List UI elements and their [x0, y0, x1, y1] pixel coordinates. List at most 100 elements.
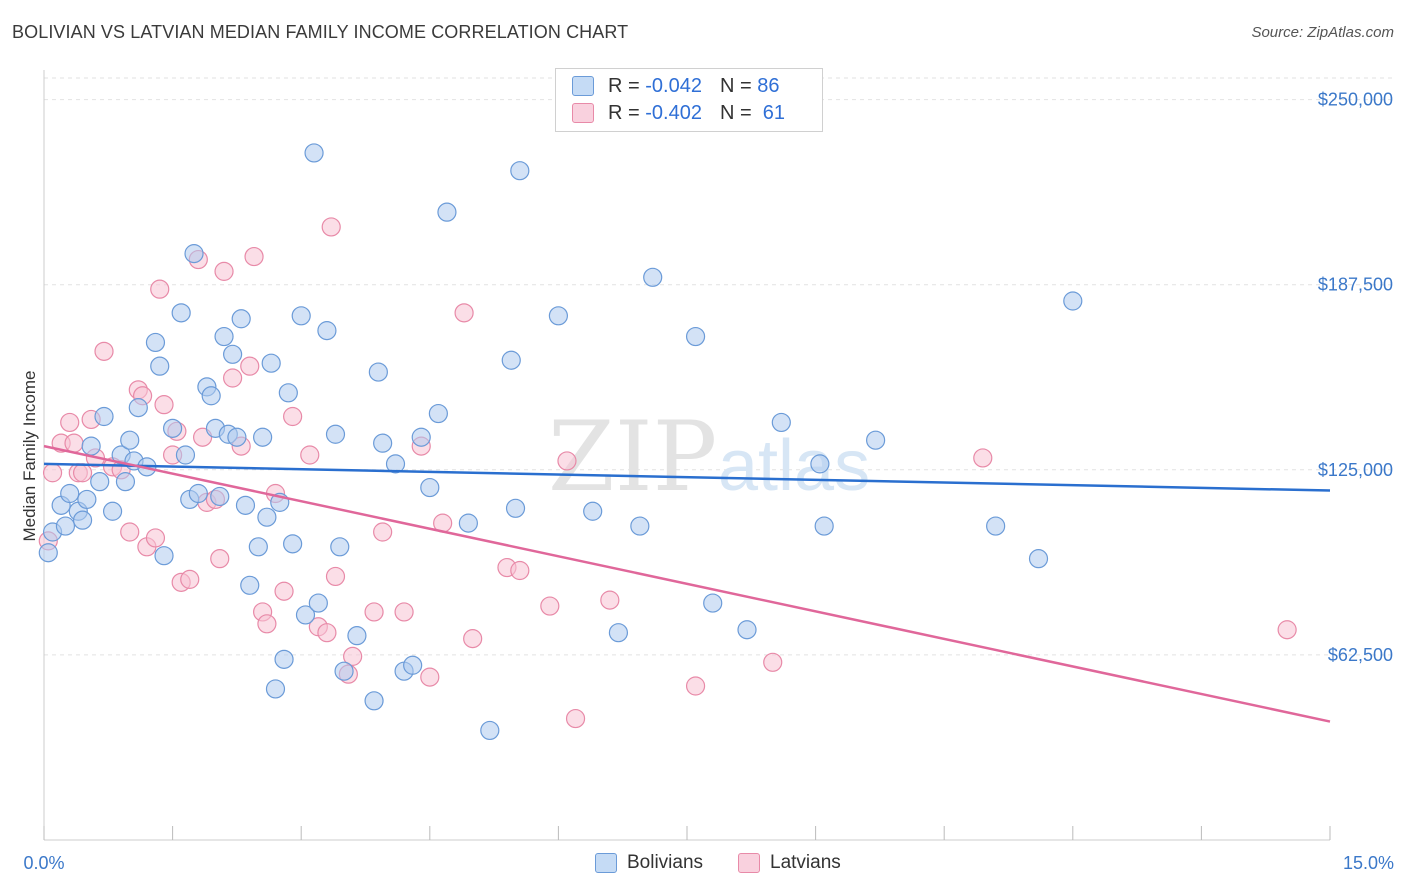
bolivian-point	[501, 350, 521, 370]
legend-row-bolivians: R = -0.042 N = 86	[572, 73, 779, 99]
latvian-point	[510, 560, 530, 581]
latvians-points	[38, 217, 1297, 729]
bolivian-point	[810, 454, 830, 474]
latvian-point	[454, 303, 474, 323]
bolivian-point	[102, 501, 123, 521]
latvian-point	[274, 581, 294, 601]
latvian-point	[72, 463, 93, 483]
bolivian-point	[223, 344, 243, 364]
bolivian-point	[1063, 291, 1083, 311]
latvian-point	[60, 412, 80, 433]
bolivian-point	[188, 483, 208, 504]
latvian-point	[283, 406, 303, 427]
bolivian-point	[265, 679, 286, 699]
bolivian-point	[283, 534, 303, 554]
latvians-trend-line	[43, 444, 1331, 723]
bolivian-point	[261, 353, 281, 373]
x-tick-label-min: 0.0%	[23, 853, 64, 873]
bolivian-point	[458, 513, 478, 533]
r-value: -0.402	[645, 101, 702, 124]
bolivian-point	[253, 427, 273, 447]
bolivian-point	[308, 593, 328, 613]
latvians-legend-label: Latvians	[770, 852, 841, 873]
n-value: 61	[762, 101, 786, 124]
y-tick-label: $125,000	[1318, 460, 1393, 480]
r-label: R =	[608, 74, 640, 97]
bolivian-point	[81, 436, 101, 456]
latvian-point	[973, 448, 993, 468]
bolivian-point	[317, 321, 337, 341]
latvian-point	[685, 676, 706, 696]
bolivian-point	[814, 516, 834, 536]
bolivian-point	[72, 510, 93, 530]
bolivian-point	[154, 546, 174, 566]
bolivian-point	[364, 691, 384, 711]
bolivians-legend-label: Bolivians	[627, 852, 704, 873]
bolivian-point	[630, 516, 650, 536]
bolivian-point	[437, 202, 457, 222]
bolivians-points	[38, 143, 1083, 741]
bolivian-point	[171, 303, 191, 323]
bolivian-point	[480, 720, 500, 741]
bolivian-point	[184, 244, 204, 264]
latvian-point	[154, 395, 174, 415]
bolivian-point	[145, 332, 166, 353]
bolivian-point	[583, 501, 603, 521]
bolivian-point	[737, 620, 757, 640]
n-label: N =	[719, 101, 752, 124]
bolivian-point	[240, 575, 260, 595]
bolivian-point	[368, 362, 388, 382]
bolivian-point	[703, 593, 723, 613]
latvian-point	[223, 368, 243, 388]
latvian-point	[557, 451, 577, 471]
r-label: R =	[608, 101, 640, 124]
bolivian-point	[986, 516, 1006, 536]
latvian-point	[565, 708, 586, 729]
bottom-legend-latvians: Latvians	[738, 852, 841, 874]
bolivian-point	[175, 445, 196, 465]
bolivian-point	[325, 424, 346, 444]
bolivian-point	[420, 477, 440, 498]
trend-lines	[43, 444, 1331, 723]
latvian-point	[325, 566, 346, 587]
bolivian-point	[120, 430, 140, 450]
latvian-point	[321, 217, 341, 237]
n-value: 86	[757, 74, 780, 97]
bolivian-point	[248, 537, 268, 557]
latvian-point	[257, 614, 277, 634]
bolivian-point	[227, 427, 247, 447]
bolivian-point	[304, 143, 324, 163]
bolivian-point	[334, 661, 354, 681]
bolivian-point	[771, 412, 791, 433]
latvian-point	[300, 445, 320, 465]
latvian-point	[420, 667, 440, 687]
latvian-point	[540, 596, 560, 616]
legend-row-latvians: R = -0.402 N = 61	[572, 100, 785, 126]
bolivian-point	[94, 406, 114, 427]
latvian-point	[463, 629, 483, 649]
bolivian-point	[163, 418, 183, 438]
latvian-point	[317, 623, 337, 643]
bolivian-point	[60, 483, 80, 504]
latvian-point	[373, 522, 393, 542]
latvian-point	[394, 602, 414, 622]
latvian-point	[1277, 620, 1297, 640]
x-tick-label-max: 15.0%	[1343, 853, 1394, 873]
bolivian-point	[38, 543, 58, 563]
y-tick-label: $250,000	[1318, 90, 1393, 110]
bolivian-point	[411, 427, 431, 447]
y-tick-label: $62,500	[1328, 645, 1393, 665]
bolivian-point	[278, 383, 298, 403]
bolivian-point	[385, 454, 406, 474]
latvian-point	[64, 433, 84, 453]
chart-title: BOLIVIAN VS LATVIAN MEDIAN FAMILY INCOME…	[12, 22, 629, 42]
bolivian-point	[150, 356, 170, 376]
latvian-point	[120, 522, 140, 542]
bolivian-point	[274, 649, 294, 669]
latvians-legend-swatch	[738, 853, 760, 873]
bolivian-point	[643, 267, 663, 287]
x-tick-labels: 0.0% 15.0%	[23, 853, 1394, 873]
y-tick-labels: $62,500 $125,000 $187,500 $250,000	[1318, 90, 1393, 665]
latvian-point	[210, 549, 230, 569]
